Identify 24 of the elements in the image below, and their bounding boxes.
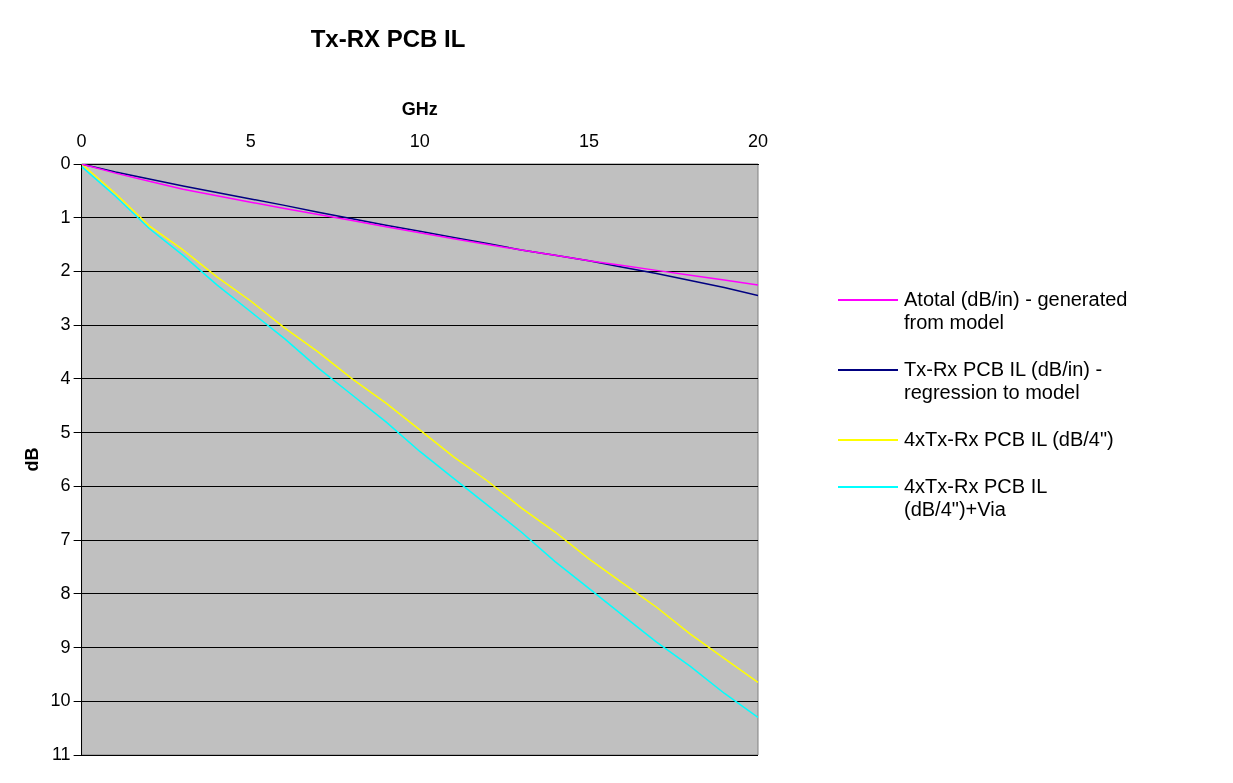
y-tick-label: 4 (60, 367, 71, 388)
legend-label: 4xTx-Rx PCB IL (dB/4") (904, 428, 1115, 451)
legend-label: Atotal (dB/in) - generated from model (904, 288, 1129, 334)
y-tick-label: 10 (50, 690, 71, 711)
legend-label: 4xTx-Rx PCB IL (dB/4")+Via (904, 475, 1048, 521)
y-tick-label: 2 (60, 260, 71, 281)
y-tick-label: 9 (60, 636, 71, 657)
chart-title: Tx-RX PCB IL (310, 25, 466, 53)
y-tick-label: 3 (60, 314, 71, 335)
x-tick-label: 0 (76, 131, 87, 152)
y-tick-label: 7 (60, 529, 71, 550)
legend-label: Tx-Rx PCB IL (dB/in) -regression to model (904, 358, 1104, 404)
x-tick-label: 5 (245, 131, 256, 152)
x-tick-label: 10 (409, 131, 430, 152)
y-axis-title: dB (21, 447, 42, 472)
x-tick-label: 15 (578, 131, 599, 152)
y-tick-label: 1 (60, 206, 71, 227)
y-tick-label: 8 (60, 582, 71, 603)
x-axis-title: GHz (401, 98, 438, 119)
y-tick-label: 0 (60, 152, 71, 173)
y-tick-label: 6 (60, 475, 71, 496)
x-tick-label: 20 (747, 131, 769, 152)
y-tick-label: 5 (60, 421, 71, 442)
y-tick-label: 11 (51, 743, 71, 764)
